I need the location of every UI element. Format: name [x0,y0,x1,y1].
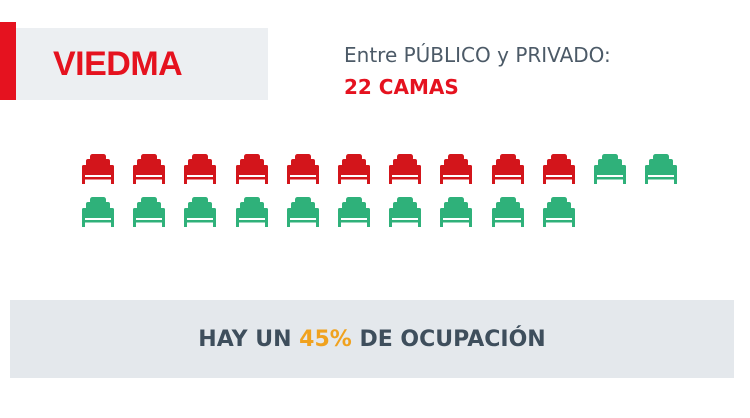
available-bed-icon [234,194,270,228]
city-name: VIEDMA [53,44,183,83]
occupied-bed-icon [336,151,372,185]
occupied-bed-icon [387,151,423,185]
available-bed-icon [592,151,628,185]
city-header: VIEDMA [16,28,268,100]
occupied-bed-icon [131,151,167,185]
available-bed-icon [490,194,526,228]
accent-bar [0,22,16,100]
occupied-bed-icon [438,151,474,185]
occupied-bed-icon [182,151,218,185]
occupied-bed-icon [490,151,526,185]
available-bed-icon [336,194,372,228]
subtitle: Entre PÚBLICO y PRIVADO: [344,43,611,67]
available-bed-icon [541,194,577,228]
occupancy-banner: HAY UN 45% DE OCUPACIÓN [10,300,734,378]
occupied-bed-icon [234,151,270,185]
occupied-bed-icon [285,151,321,185]
available-bed-icon [438,194,474,228]
occupancy-prefix: HAY UN [198,326,300,352]
available-bed-icon [131,194,167,228]
available-bed-icon [285,194,321,228]
available-bed-icon [182,194,218,228]
available-bed-icon [643,151,679,185]
occupancy-suffix: DE OCUPACIÓN [351,326,546,352]
occupancy-text: HAY UN 45% DE OCUPACIÓN [198,327,545,352]
occupied-bed-icon [80,151,116,185]
available-bed-icon [387,194,423,228]
beds-total-label: 22 CAMAS [344,75,459,99]
occupancy-percent: 45% [299,326,352,352]
available-bed-icon [80,194,116,228]
occupied-bed-icon [541,151,577,185]
